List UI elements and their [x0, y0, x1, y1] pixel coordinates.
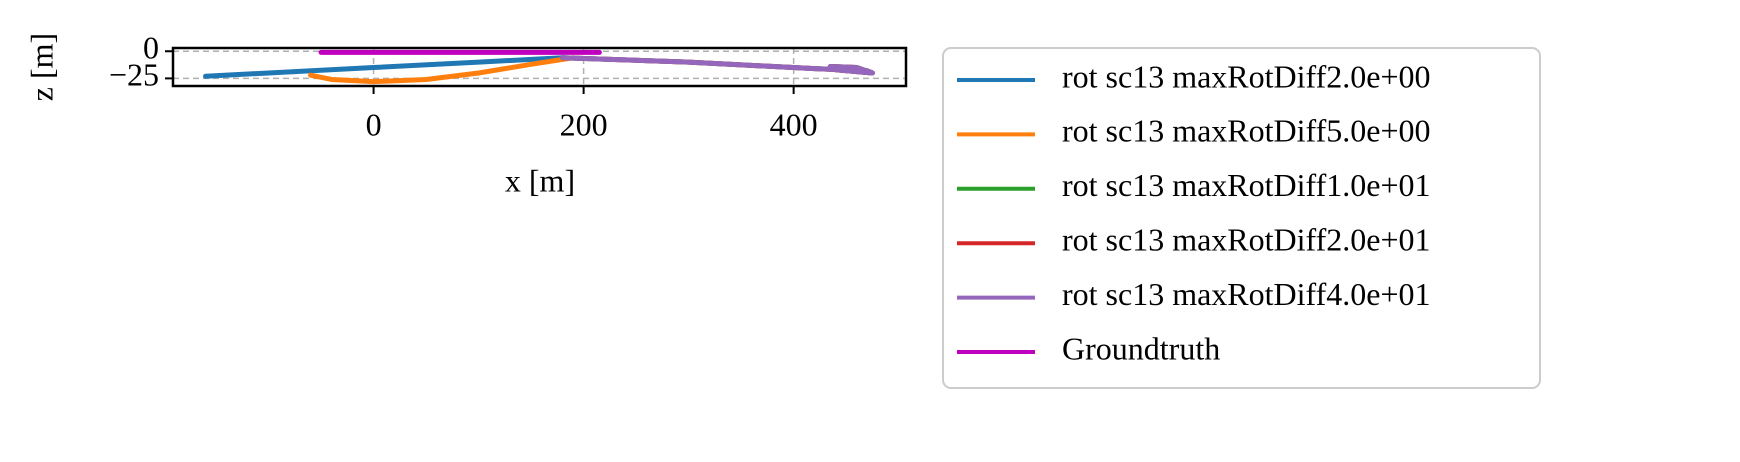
legend: rot sc13 maxRotDiff2.0e+00 rot sc13 maxRo… — [957, 58, 1431, 366]
legend-label: rot sc13 maxRotDiff5.0e+00 — [1062, 113, 1431, 149]
legend-label: rot sc13 maxRotDiff2.0e+00 — [1062, 58, 1431, 94]
x-axis-label: x [m] — [505, 162, 575, 198]
y-axis-label: z [m] — [23, 33, 59, 101]
series-line — [203, 55, 566, 79]
legend-box — [942, 47, 1541, 389]
x-tick-label: 0 — [366, 106, 382, 142]
axes-frame — [171, 46, 908, 88]
legend-label: Groundtruth — [1062, 330, 1220, 366]
legend-label: rot sc13 maxRotDiff1.0e+01 — [1062, 167, 1431, 203]
legend-label: rot sc13 maxRotDiff4.0e+01 — [1062, 276, 1431, 312]
series-line — [308, 55, 576, 85]
x-tick-label: 400 — [770, 106, 818, 142]
series-line — [560, 55, 875, 76]
grid: 0 200 400−250 — [109, 30, 906, 142]
y-tick-label: 0 — [143, 30, 159, 66]
y-tick-label: −25 — [109, 57, 159, 93]
x-tick-label: 200 — [560, 106, 608, 142]
legend-label: rot sc13 maxRotDiff2.0e+01 — [1062, 222, 1431, 258]
plot-area — [203, 49, 875, 85]
